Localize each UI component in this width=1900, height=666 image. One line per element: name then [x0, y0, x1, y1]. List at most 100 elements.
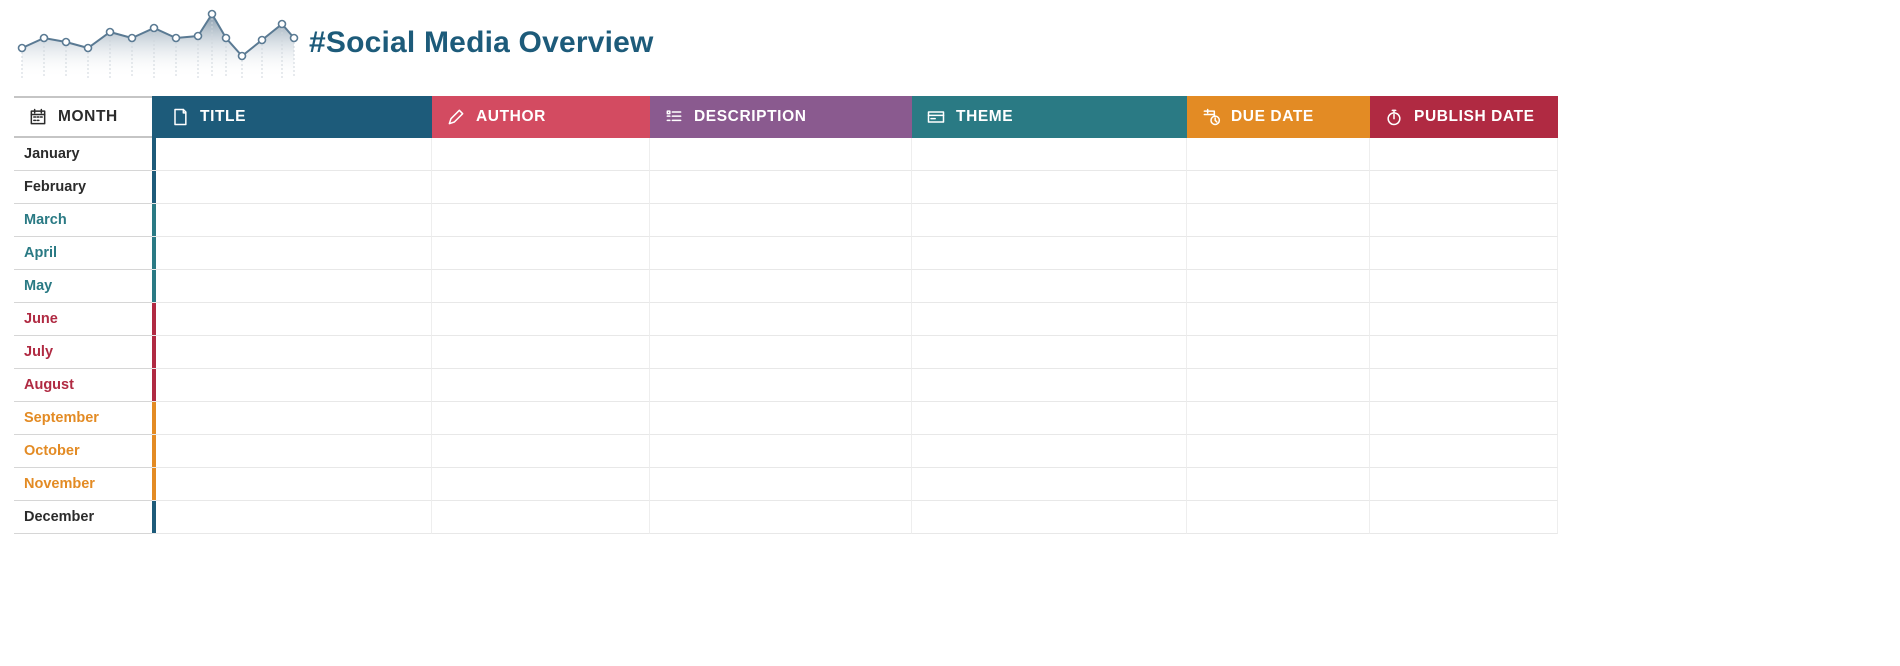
column-header-month[interactable]: MONTH	[14, 96, 152, 138]
cell-author[interactable]	[432, 468, 650, 501]
cell-title[interactable]	[156, 402, 432, 435]
column-header-label: AUTHOR	[476, 108, 546, 126]
month-cell[interactable]: December	[14, 501, 152, 534]
cell-title[interactable]	[156, 204, 432, 237]
cell-author[interactable]	[432, 501, 650, 534]
column-header-description[interactable]: DESCRIPTION	[650, 96, 912, 138]
column-header-title[interactable]: TITLE	[156, 96, 432, 138]
cell-author[interactable]	[432, 204, 650, 237]
cell-author[interactable]	[432, 270, 650, 303]
cell-due-date[interactable]	[1187, 501, 1370, 534]
calendar-icon	[28, 107, 48, 127]
cell-theme[interactable]	[912, 237, 1187, 270]
cell-publish-date[interactable]	[1370, 369, 1558, 402]
cell-publish-date[interactable]	[1370, 435, 1558, 468]
cell-due-date[interactable]	[1187, 171, 1370, 204]
month-cell[interactable]: November	[14, 468, 152, 501]
cell-author[interactable]	[432, 237, 650, 270]
cell-author[interactable]	[432, 138, 650, 171]
cell-theme[interactable]	[912, 270, 1187, 303]
cell-publish-date[interactable]	[1370, 237, 1558, 270]
overview-table: MONTH TITLE AUTHOR DESCRIPTION THEME DUE DATE…	[14, 96, 1900, 534]
cell-theme[interactable]	[912, 435, 1187, 468]
cell-author[interactable]	[432, 303, 650, 336]
column-header-author[interactable]: AUTHOR	[432, 96, 650, 138]
cell-publish-date[interactable]	[1370, 501, 1558, 534]
cell-title[interactable]	[156, 369, 432, 402]
cell-title[interactable]	[156, 270, 432, 303]
cell-theme[interactable]	[912, 336, 1187, 369]
column-header-theme[interactable]: THEME	[912, 96, 1187, 138]
cell-description[interactable]	[650, 204, 912, 237]
cell-author[interactable]	[432, 435, 650, 468]
cell-due-date[interactable]	[1187, 270, 1370, 303]
cell-title[interactable]	[156, 435, 432, 468]
cell-description[interactable]	[650, 435, 912, 468]
cell-publish-date[interactable]	[1370, 138, 1558, 171]
column-header-label: THEME	[956, 108, 1013, 126]
cell-description[interactable]	[650, 369, 912, 402]
cell-title[interactable]	[156, 138, 432, 171]
cell-theme[interactable]	[912, 501, 1187, 534]
card-icon	[926, 107, 946, 127]
cell-description[interactable]	[650, 270, 912, 303]
cell-theme[interactable]	[912, 369, 1187, 402]
month-cell[interactable]: April	[14, 237, 152, 270]
month-cell[interactable]: March	[14, 204, 152, 237]
cell-author[interactable]	[432, 336, 650, 369]
cell-due-date[interactable]	[1187, 303, 1370, 336]
column-header-label: MONTH	[58, 108, 118, 126]
cell-publish-date[interactable]	[1370, 336, 1558, 369]
cell-due-date[interactable]	[1187, 204, 1370, 237]
column-header-label: DESCRIPTION	[694, 108, 807, 126]
cell-due-date[interactable]	[1187, 237, 1370, 270]
cell-title[interactable]	[156, 237, 432, 270]
cell-publish-date[interactable]	[1370, 171, 1558, 204]
list-icon	[664, 107, 684, 127]
cell-author[interactable]	[432, 369, 650, 402]
cell-due-date[interactable]	[1187, 402, 1370, 435]
cell-theme[interactable]	[912, 138, 1187, 171]
cell-title[interactable]	[156, 501, 432, 534]
cell-title[interactable]	[156, 171, 432, 204]
cell-title[interactable]	[156, 303, 432, 336]
cell-theme[interactable]	[912, 402, 1187, 435]
cell-title[interactable]	[156, 336, 432, 369]
cell-due-date[interactable]	[1187, 468, 1370, 501]
cell-title[interactable]	[156, 468, 432, 501]
cell-author[interactable]	[432, 171, 650, 204]
month-cell[interactable]: February	[14, 171, 152, 204]
column-header-publish-date[interactable]: PUBLISH DATE	[1370, 96, 1558, 138]
cell-due-date[interactable]	[1187, 138, 1370, 171]
cell-theme[interactable]	[912, 171, 1187, 204]
cell-author[interactable]	[432, 402, 650, 435]
month-cell[interactable]: June	[14, 303, 152, 336]
month-cell[interactable]: September	[14, 402, 152, 435]
cell-theme[interactable]	[912, 204, 1187, 237]
cell-description[interactable]	[650, 501, 912, 534]
cell-description[interactable]	[650, 303, 912, 336]
cell-description[interactable]	[650, 336, 912, 369]
cell-publish-date[interactable]	[1370, 270, 1558, 303]
cell-description[interactable]	[650, 171, 912, 204]
column-header-due-date[interactable]: DUE DATE	[1187, 96, 1370, 138]
month-cell[interactable]: October	[14, 435, 152, 468]
cell-publish-date[interactable]	[1370, 402, 1558, 435]
cell-description[interactable]	[650, 468, 912, 501]
cell-description[interactable]	[650, 402, 912, 435]
cell-publish-date[interactable]	[1370, 468, 1558, 501]
cell-due-date[interactable]	[1187, 336, 1370, 369]
month-cell[interactable]: January	[14, 138, 152, 171]
month-cell[interactable]: August	[14, 369, 152, 402]
cell-description[interactable]	[650, 237, 912, 270]
month-cell[interactable]: July	[14, 336, 152, 369]
cell-theme[interactable]	[912, 303, 1187, 336]
month-cell[interactable]: May	[14, 270, 152, 303]
cell-due-date[interactable]	[1187, 369, 1370, 402]
column-header-label: PUBLISH DATE	[1414, 108, 1535, 126]
cell-publish-date[interactable]	[1370, 303, 1558, 336]
cell-theme[interactable]	[912, 468, 1187, 501]
cell-description[interactable]	[650, 138, 912, 171]
cell-publish-date[interactable]	[1370, 204, 1558, 237]
cell-due-date[interactable]	[1187, 435, 1370, 468]
